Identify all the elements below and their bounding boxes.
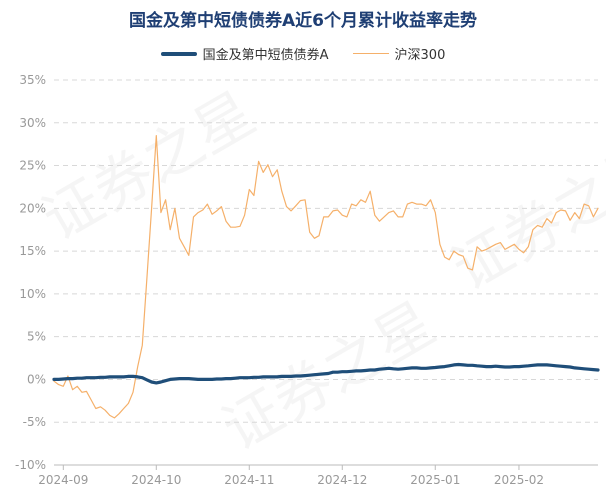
legend-item-fund[interactable]: 国金及第中短债债券A [160, 44, 329, 63]
legend-label-fund: 国金及第中短债债券A [202, 48, 329, 63]
y-tick-label: 10% [19, 287, 46, 301]
x-tick-label: 2025-01 [410, 473, 460, 487]
legend-label-index: 沪深300 [394, 48, 446, 63]
y-tick-label: 30% [19, 116, 46, 130]
x-tick-label: 2024-10 [131, 473, 181, 487]
x-tick-label: 2025-02 [494, 473, 544, 487]
y-tick-label: 5% [27, 330, 46, 344]
y-tick-label: 35% [19, 73, 46, 87]
chart-title: 国金及第中短债债券A近6个月累计收益率走势 [129, 11, 477, 31]
series-line-index [53, 135, 599, 419]
y-tick-label: -5% [23, 415, 46, 429]
y-tick-label: 25% [19, 159, 46, 173]
chart-legend: 国金及第中短债债券A 沪深300 [0, 44, 606, 63]
series-line-fund [52, 362, 600, 385]
legend-swatch-index [352, 52, 389, 55]
x-tick-label: 2024-11 [224, 473, 274, 487]
x-tick-label: 2024-09 [38, 473, 88, 487]
y-tick-label: 0% [27, 372, 46, 386]
y-tick-label: -10% [15, 458, 46, 472]
y-tick-label: 15% [19, 244, 46, 258]
y-tick-label: 20% [19, 201, 46, 215]
legend-item-index[interactable]: 沪深300 [352, 44, 446, 63]
x-tick-label: 2024-12 [317, 473, 367, 487]
legend-swatch-fund [160, 51, 197, 56]
